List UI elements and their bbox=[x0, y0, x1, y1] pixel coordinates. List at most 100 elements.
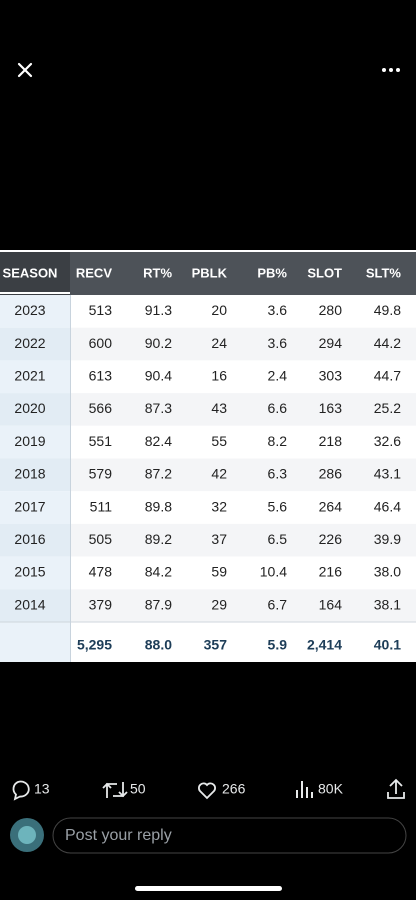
row-bg bbox=[70, 425, 416, 459]
table-cell: 280 bbox=[319, 302, 343, 318]
table-cell: 6.5 bbox=[268, 531, 288, 547]
reply-bar: Post your reply bbox=[10, 817, 407, 854]
table-cell: 55 bbox=[211, 433, 227, 449]
season-cell-bg bbox=[0, 295, 70, 328]
table-cell: 163 bbox=[319, 400, 343, 416]
table-cell: 38.1 bbox=[374, 596, 401, 612]
table-cell: 25.2 bbox=[374, 400, 401, 416]
totals-season-bg bbox=[0, 622, 70, 662]
table-cell: 90.4 bbox=[145, 367, 172, 383]
table-cell: 89.8 bbox=[145, 498, 172, 514]
season-cell-bg bbox=[0, 556, 70, 590]
table-cell: 43.1 bbox=[374, 466, 401, 482]
table-cell: 579 bbox=[89, 466, 113, 482]
like-button[interactable]: 266 bbox=[198, 781, 246, 800]
table-cell: 29 bbox=[211, 596, 227, 612]
share-button[interactable] bbox=[387, 778, 405, 799]
column-header: SLT% bbox=[366, 265, 402, 280]
season-cell-bg bbox=[0, 491, 70, 524]
total-cell: 88.0 bbox=[145, 637, 172, 653]
table-cell: 38.0 bbox=[374, 564, 401, 580]
table-cell: 90.2 bbox=[145, 335, 172, 351]
table-cell: 24 bbox=[211, 335, 227, 351]
season-cell-bg bbox=[0, 589, 70, 622]
table-cell: 379 bbox=[89, 596, 113, 612]
table-cell: 16 bbox=[211, 367, 227, 383]
row-bg bbox=[70, 327, 416, 361]
table-cell: 91.3 bbox=[145, 302, 172, 318]
table-cell: 600 bbox=[89, 335, 113, 351]
table-cell: 37 bbox=[211, 531, 227, 547]
reply-input[interactable] bbox=[52, 817, 407, 854]
table-cell: 87.9 bbox=[145, 596, 172, 612]
table-cell: 2023 bbox=[14, 302, 45, 318]
table-cell: 84.2 bbox=[145, 564, 172, 580]
table-cell: 226 bbox=[319, 531, 343, 547]
season-cell-bg bbox=[0, 523, 70, 557]
table-cell: 164 bbox=[319, 596, 343, 612]
row-bg bbox=[70, 589, 416, 622]
total-cell: 5.9 bbox=[268, 637, 288, 653]
table-cell: 20 bbox=[211, 302, 227, 318]
season-cell-bg bbox=[0, 425, 70, 459]
table-cell: 2014 bbox=[14, 596, 45, 612]
header-season-bg bbox=[0, 252, 70, 295]
table-cell: 8.2 bbox=[268, 433, 288, 449]
table-cell: 10.4 bbox=[260, 564, 287, 580]
column-header: SEASON bbox=[3, 265, 58, 280]
season-cell-bg bbox=[0, 327, 70, 361]
row-bg bbox=[70, 556, 416, 590]
table-cell: 42 bbox=[211, 466, 227, 482]
row-bg bbox=[70, 393, 416, 426]
action-bar: 13 50 266 80K bbox=[12, 778, 405, 801]
table-cell: 613 bbox=[89, 367, 113, 383]
table-cell: 32.6 bbox=[374, 433, 401, 449]
table-cell: 294 bbox=[319, 335, 343, 351]
table-cell: 44.7 bbox=[374, 367, 401, 383]
header-underline bbox=[0, 292, 70, 294]
reply-count: 13 bbox=[34, 781, 50, 797]
season-cell-bg bbox=[0, 458, 70, 492]
table-cell: 87.2 bbox=[145, 466, 172, 482]
column-header: SLOT bbox=[307, 265, 342, 280]
table-cell: 478 bbox=[89, 564, 113, 580]
column-header: RECV bbox=[76, 265, 112, 280]
table-cell: 82.4 bbox=[145, 433, 172, 449]
close-button[interactable] bbox=[17, 62, 33, 78]
repost-button[interactable]: 50 bbox=[102, 781, 146, 798]
total-cell: 5,295 bbox=[77, 637, 112, 653]
table-cell: 566 bbox=[89, 400, 113, 416]
table-cell: 59 bbox=[211, 564, 227, 580]
stats-table: SEASON RECV RT% PBLK PB% SLOT SLT% 2023 513 91.3 2… bbox=[0, 250, 416, 662]
table-cell: 2.4 bbox=[268, 367, 288, 383]
table-cell: 551 bbox=[89, 433, 113, 449]
table-cell: 264 bbox=[319, 498, 343, 514]
table-cell: 6.6 bbox=[268, 400, 288, 416]
table-cell: 511 bbox=[90, 498, 113, 514]
view-count: 80K bbox=[318, 781, 344, 797]
home-indicator bbox=[135, 886, 282, 891]
row-bg bbox=[70, 523, 416, 557]
column-header: PBLK bbox=[192, 265, 228, 280]
table-cell: 2017 bbox=[14, 498, 45, 514]
season-cell-bg bbox=[0, 360, 70, 394]
views-button[interactable]: 80K bbox=[296, 781, 344, 798]
total-cell: 357 bbox=[204, 637, 228, 653]
reply-button[interactable]: 13 bbox=[12, 780, 50, 801]
total-cell: 2,414 bbox=[307, 637, 342, 653]
table-cell: 2015 bbox=[14, 564, 45, 580]
table-cell: 3.6 bbox=[268, 335, 288, 351]
table-cell: 2020 bbox=[14, 400, 45, 416]
table-cell: 2016 bbox=[14, 531, 45, 547]
table-cell: 505 bbox=[89, 531, 113, 547]
table-cell: 286 bbox=[319, 466, 343, 482]
table-cell: 43 bbox=[211, 400, 227, 416]
row-bg bbox=[70, 295, 416, 328]
table-cell: 216 bbox=[319, 564, 343, 580]
table-cell: 513 bbox=[89, 302, 113, 318]
column-header: RT% bbox=[143, 265, 172, 280]
table-cell: 2018 bbox=[14, 466, 45, 482]
more-button[interactable] bbox=[382, 68, 400, 72]
table-cell: 303 bbox=[319, 367, 343, 383]
